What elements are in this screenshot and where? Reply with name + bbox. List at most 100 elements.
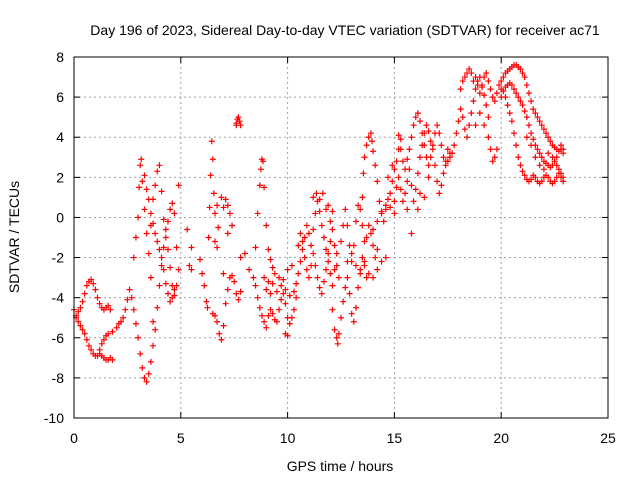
data-point (175, 182, 182, 189)
data-point (485, 114, 492, 121)
y-tick-label: 8 (56, 49, 64, 65)
data-point (363, 234, 370, 241)
data-point (305, 230, 312, 237)
data-point (231, 278, 238, 285)
data-point (147, 274, 154, 281)
data-point (164, 290, 171, 297)
data-point (538, 178, 545, 185)
data-point (359, 254, 366, 261)
data-point (508, 82, 515, 89)
data-point (355, 284, 362, 291)
data-point (325, 250, 332, 257)
data-point (553, 154, 560, 161)
data-point (438, 142, 445, 149)
data-point (338, 314, 344, 321)
data-point (485, 134, 492, 141)
data-point (543, 130, 550, 137)
data-point (143, 230, 150, 237)
data-point (540, 126, 547, 133)
data-point (152, 326, 159, 333)
data-point (263, 222, 270, 229)
data-point (487, 146, 494, 153)
data-point (538, 122, 545, 129)
data-point (352, 304, 359, 311)
data-point (363, 274, 370, 281)
data-point (406, 146, 413, 153)
data-point (269, 264, 276, 271)
data-point (164, 218, 171, 225)
data-point (360, 170, 367, 177)
chart-title: Day 196 of 2023, Sidereal Day-to-day VTE… (90, 22, 600, 38)
data-point (107, 306, 114, 313)
data-point (169, 294, 176, 301)
data-point (145, 370, 152, 377)
data-point (523, 134, 530, 141)
data-point (368, 138, 375, 145)
data-point (489, 94, 496, 101)
data-point (553, 162, 560, 169)
data-point (534, 114, 541, 121)
data-point (211, 238, 218, 245)
data-point (150, 318, 157, 325)
data-point (310, 194, 317, 201)
data-point (397, 136, 404, 143)
data-point (173, 282, 180, 289)
data-point (399, 198, 406, 205)
data-point (521, 172, 528, 179)
data-point (141, 206, 148, 213)
data-point (162, 280, 169, 287)
data-point (417, 190, 424, 197)
x-tick-label: 10 (280, 430, 296, 446)
data-point (88, 346, 95, 353)
data-point (376, 198, 383, 205)
data-point (265, 246, 272, 253)
data-point (466, 66, 473, 73)
data-point (331, 266, 338, 273)
data-point (502, 94, 509, 101)
data-point (419, 130, 426, 137)
data-point (305, 274, 312, 281)
data-point (417, 154, 424, 161)
data-point (171, 286, 178, 293)
data-point (204, 304, 211, 311)
data-point (220, 270, 227, 277)
data-point (478, 84, 485, 91)
data-point (532, 154, 539, 161)
data-point (320, 278, 327, 285)
data-point (331, 242, 338, 249)
data-point (417, 118, 424, 125)
data-point (359, 194, 366, 201)
data-point (314, 274, 321, 281)
data-point (158, 262, 165, 269)
data-point (291, 306, 298, 313)
data-point (295, 270, 302, 277)
data-point (158, 254, 165, 261)
data-point (203, 298, 210, 305)
data-point (312, 210, 319, 217)
data-point (258, 312, 265, 319)
data-point (530, 136, 537, 143)
data-point (156, 246, 163, 253)
data-point (523, 114, 530, 121)
data-point (156, 162, 163, 169)
data-point (188, 266, 195, 273)
data-point (303, 222, 310, 229)
data-point (342, 284, 349, 291)
data-point (545, 174, 552, 181)
data-point (154, 238, 161, 245)
data-point (504, 102, 511, 109)
data-point (98, 340, 105, 347)
data-point (493, 146, 500, 153)
data-point (273, 318, 280, 325)
data-point (513, 90, 520, 97)
data-point (346, 290, 353, 297)
data-point (384, 174, 391, 181)
data-point (215, 224, 222, 231)
data-point (427, 138, 434, 145)
data-point (130, 306, 137, 313)
data-point (459, 114, 466, 121)
data-point (197, 256, 204, 263)
data-point (297, 258, 304, 265)
data-point (387, 190, 394, 197)
